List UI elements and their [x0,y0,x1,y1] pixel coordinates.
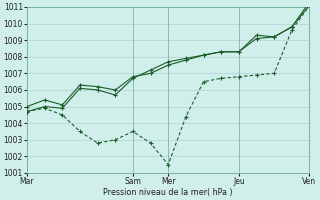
X-axis label: Pression niveau de la mer( hPa ): Pression niveau de la mer( hPa ) [103,188,233,197]
